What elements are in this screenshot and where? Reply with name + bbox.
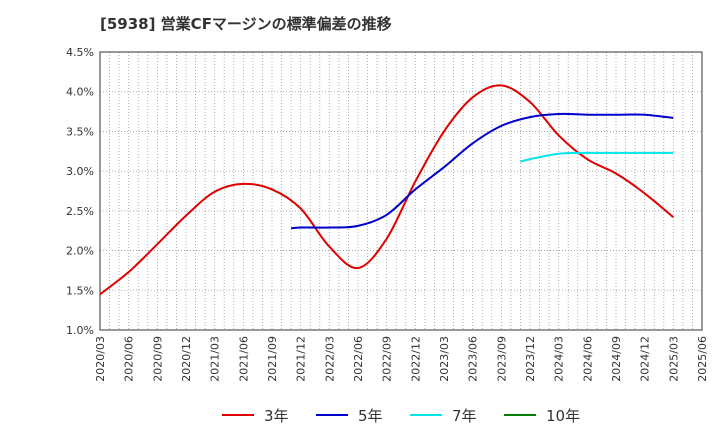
series-line-3 — [520, 151, 674, 163]
x-tick-label: 2022/12 — [409, 336, 422, 382]
y-tick-label: 2.5% — [66, 205, 94, 218]
legend-item-4: 10年 — [504, 400, 580, 430]
x-tick-label: 2021/09 — [266, 336, 279, 382]
x-tick-label: 2023/12 — [524, 336, 537, 382]
x-tick-label: 2022/03 — [323, 336, 336, 382]
chart-title: [5938] 営業CFマージンの標準偏差の推移 — [100, 15, 392, 33]
x-tick-label: 2021/12 — [295, 336, 308, 382]
x-tick-label: 2020/12 — [180, 336, 193, 382]
x-tick-label: 2025/03 — [667, 336, 680, 382]
x-tick-label: 2021/03 — [209, 336, 222, 382]
legend-swatch — [410, 414, 442, 416]
legend-item-3: 7年 — [410, 400, 477, 430]
y-tick-label: 1.5% — [66, 284, 94, 297]
plot-area — [100, 52, 702, 330]
legend-label: 5年 — [358, 406, 383, 425]
legend-swatch — [222, 414, 254, 416]
x-tick-label: 2020/06 — [123, 336, 136, 382]
y-tick-label: 4.0% — [66, 86, 94, 99]
x-tick-label: 2022/09 — [381, 336, 394, 382]
x-tick-label: 2024/09 — [610, 336, 623, 382]
x-tick-label: 2024/06 — [581, 336, 594, 382]
x-tick-label: 2020/09 — [151, 336, 164, 382]
x-tick-label: 2023/03 — [438, 336, 451, 382]
y-tick-label: 3.5% — [66, 125, 94, 138]
legend-item-2: 5年 — [316, 400, 383, 430]
x-tick-label: 2020/03 — [94, 336, 107, 382]
series-line-2 — [291, 112, 674, 230]
x-tick-label: 2024/12 — [639, 336, 652, 382]
legend-swatch — [316, 414, 348, 416]
y-tick-label: 3.0% — [66, 165, 94, 178]
legend-swatch — [504, 414, 536, 416]
plot-border — [99, 51, 703, 331]
legend-label: 7年 — [452, 406, 477, 425]
x-tick-label: 2023/09 — [495, 336, 508, 382]
legend-label: 3年 — [264, 406, 289, 425]
y-tick-label: 1.0% — [66, 324, 94, 337]
x-tick-label: 2024/03 — [553, 336, 566, 382]
x-tick-label: 2022/06 — [352, 336, 365, 382]
y-tick-label: 4.5% — [66, 46, 94, 59]
x-tick-label: 2021/06 — [237, 336, 250, 382]
legend-item-1: 3年 — [222, 400, 289, 430]
x-tick-label: 2025/06 — [696, 336, 709, 382]
legend-label: 10年 — [546, 406, 581, 425]
y-tick-label: 2.0% — [66, 245, 94, 258]
x-tick-label: 2023/06 — [467, 336, 480, 382]
chart-legend: 3年 5年 7年 10年 — [0, 400, 720, 430]
